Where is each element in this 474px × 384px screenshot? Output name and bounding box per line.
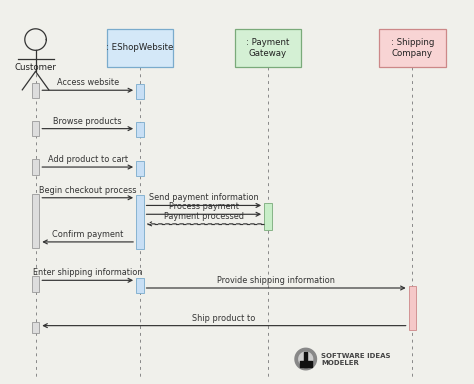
Bar (409, 286, 416, 330)
Bar (32, 194, 39, 248)
Bar (379, 29, 446, 67)
Text: Ship product to: Ship product to (192, 314, 255, 323)
Text: MODELER: MODELER (321, 360, 359, 366)
Polygon shape (299, 352, 313, 366)
Text: Provide shipping information: Provide shipping information (217, 276, 335, 285)
Text: : EShopWebsite: : EShopWebsite (106, 43, 173, 53)
Bar (32, 83, 39, 98)
Text: Enter shipping information: Enter shipping information (33, 268, 143, 277)
Bar (32, 121, 39, 136)
Bar (136, 278, 144, 293)
Bar (32, 322, 39, 333)
Text: Payment processed: Payment processed (164, 212, 244, 221)
Text: Process payment: Process payment (169, 202, 239, 211)
Text: Browse products: Browse products (54, 117, 122, 126)
Text: : Payment
Gateway: : Payment Gateway (246, 38, 290, 58)
Bar (264, 203, 272, 230)
Bar (136, 195, 144, 249)
Text: Confirm payment: Confirm payment (52, 230, 123, 239)
Bar (235, 29, 301, 67)
Text: Access website: Access website (56, 78, 119, 87)
Polygon shape (295, 348, 317, 370)
Text: Add product to cart: Add product to cart (47, 155, 128, 164)
Bar (136, 84, 144, 99)
Text: : Shipping
Company: : Shipping Company (391, 38, 434, 58)
Text: SOFTWARE IDEAS: SOFTWARE IDEAS (321, 353, 391, 359)
Bar (136, 122, 144, 137)
Bar (107, 29, 173, 67)
Text: Begin checkout process: Begin checkout process (39, 186, 137, 195)
Text: Customer: Customer (15, 63, 56, 71)
Polygon shape (25, 29, 46, 50)
Bar (32, 276, 39, 292)
Bar (136, 161, 144, 176)
Text: Send payment information: Send payment information (149, 194, 259, 202)
Bar (32, 159, 39, 175)
